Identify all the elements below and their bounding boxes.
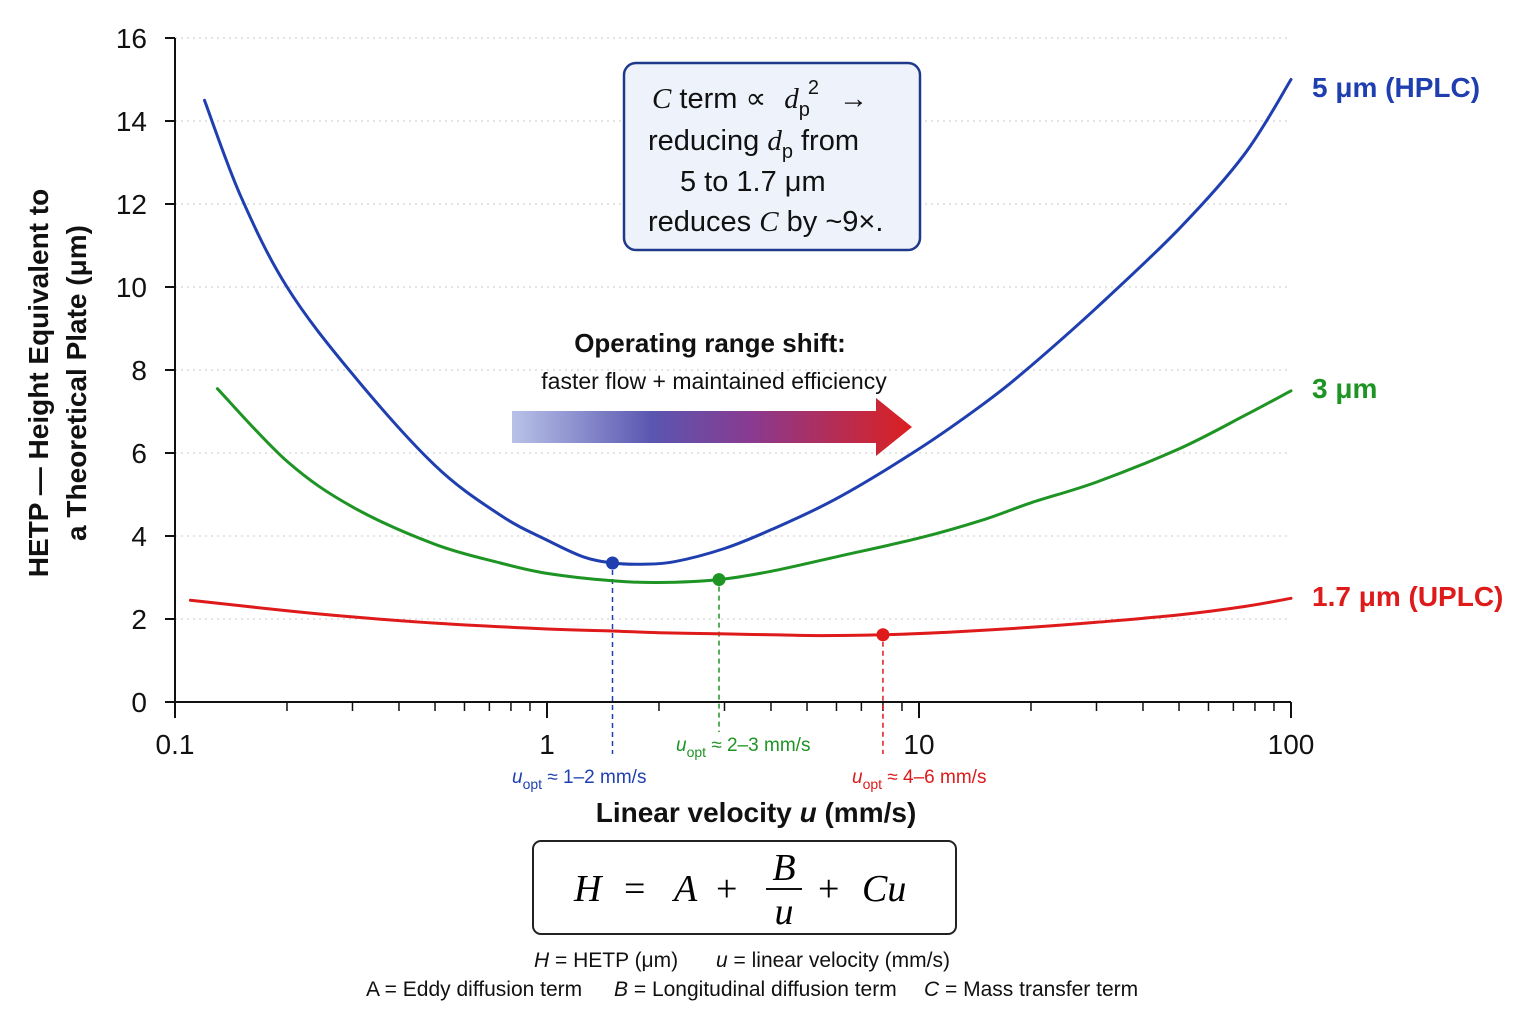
y-axis-title: HETP — Height Equivalent to a Theoretica… [23,189,92,577]
y-axis-title-line-1: HETP — Height Equivalent to [23,189,54,577]
y-tick-label-7: 14 [116,106,147,137]
series-label-5um: 5 μm (HPLC) [1312,72,1480,103]
annotation-line-4: reduces C by ~9×. [648,206,883,238]
optimum-point-3um [712,573,726,587]
legend-c: C = Mass transfer term [924,978,1138,1001]
annotation-line-3: 5 to 1.7 μm [680,166,826,198]
svg-text:A: A [671,868,698,910]
series-curves [188,78,1293,638]
svg-text:Cu: Cu [862,868,906,910]
optimum-point-5um [606,556,620,570]
legend-h: H = HETP (μm) [534,949,678,972]
svg-text:+: + [818,868,839,910]
optimum-point-1-7um [876,628,890,642]
legend-u: u = linear velocity (mm/s) [716,949,950,972]
annotation-line-2: reducing dp from [648,125,859,163]
x-axis-title: Linear velocity u (mm/s) [596,797,917,828]
y-tick-label-0: 0 [131,687,147,718]
operating-range-shift: Operating range shift: faster flow + mai… [512,328,912,456]
optimum-points [606,556,890,642]
legend-b: B = Longitudinal diffusion term [614,978,897,1001]
uopt-label-5um: uopt ≈ 1–2 mm/s [512,767,646,792]
y-tick-label-5: 10 [116,272,147,303]
svg-text:+: + [716,868,737,910]
operating-shift-subtitle: faster flow + maintained efficiency [541,368,887,394]
series-line-5um [203,78,1293,566]
x-tick-label-0: 0.1 [156,729,195,760]
optimum-drop-lines [611,569,884,754]
y-tick-label-3: 6 [131,438,147,469]
uopt-label-1-7um: uopt ≈ 4–6 mm/s [852,767,986,792]
uopt-label-3um: uopt ≈ 2–3 mm/s [676,735,810,760]
y-tick-label-1: 2 [131,604,147,635]
operating-shift-title: Operating range shift: [574,328,846,358]
svg-text:H: H [573,868,604,910]
series-label-3um: 3 μm [1312,373,1377,404]
x-tick-label-3: 100 [1268,729,1315,760]
y-tick-label-8: 16 [116,23,147,54]
x-tick-label-1: 1 [539,729,555,760]
annotation-line-1: C term ∝ dp2 → [652,77,868,121]
legend-a: A = Eddy diffusion term [366,978,582,1001]
operating-shift-arrow [512,398,912,456]
y-tick-label-2: 4 [131,521,147,552]
series-line-3um [215,387,1293,585]
y-tick-label-4: 8 [131,355,147,386]
x-tick-label-2: 10 [903,729,934,760]
y-axis-title-line-2: a Theoretical Plate (μm) [61,225,92,541]
y-axis-ticks: 0 2 4 6 8 10 12 14 16 [116,23,175,718]
c-term-annotation-box: C term ∝ dp2 → reducing dp from 5 to 1.7 … [622,61,922,252]
van-deemter-equation: H = A + B u + Cu [532,840,957,935]
series-line-1-7um [188,596,1293,638]
y-tick-label-6: 12 [116,189,147,220]
series-label-1-7um: 1.7 μm (UPLC) [1312,581,1503,612]
svg-text:u: u [775,891,794,933]
x-axis-ticks: 0.1 1 10 100 [156,702,1315,760]
svg-text:B: B [772,847,795,889]
svg-text:=: = [624,868,645,910]
